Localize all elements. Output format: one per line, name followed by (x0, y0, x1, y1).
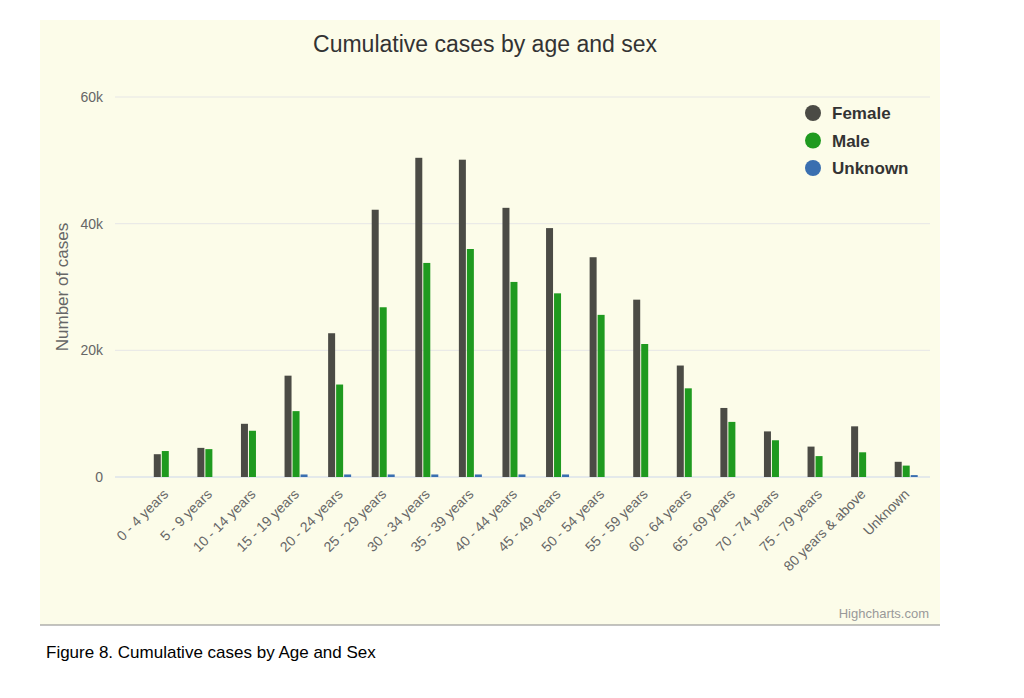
bar (851, 426, 858, 477)
bar (859, 452, 866, 477)
bar (344, 474, 351, 477)
bar (641, 344, 648, 477)
caption: Figure 8. Cumulative cases by Age and Se… (46, 643, 376, 662)
bar (213, 477, 220, 478)
bar (467, 249, 474, 477)
grid-line (115, 97, 930, 98)
bar (293, 411, 300, 477)
bar (649, 477, 656, 478)
bar (764, 431, 771, 477)
bar (546, 228, 553, 477)
y-tick-label: 20k (80, 342, 104, 358)
legend-label: Male (832, 132, 870, 151)
y-tick-label: 0 (95, 469, 103, 485)
bar (590, 257, 597, 477)
bar (772, 440, 779, 477)
chart-svg: Cumulative cases by age and sex 0 20k 40k 60… (0, 0, 1024, 698)
bar (154, 454, 161, 477)
bar (380, 307, 387, 477)
bar (808, 447, 815, 477)
bar (510, 282, 517, 477)
bar (475, 474, 482, 477)
bar (824, 477, 831, 478)
bar (693, 477, 700, 478)
bar (257, 477, 264, 478)
bar (162, 451, 169, 477)
bar (249, 431, 256, 477)
y-tick-label: 60k (80, 89, 104, 105)
bar (301, 474, 308, 477)
bar (736, 477, 743, 478)
bars (154, 158, 918, 477)
bar (241, 424, 248, 477)
legend-symbol (805, 105, 821, 121)
legend-label: Unknown (832, 159, 909, 178)
grid-line (115, 223, 930, 224)
bar (518, 474, 525, 477)
x-tick-label: 80 years & above (780, 486, 869, 575)
credits: Highcharts.com (839, 606, 929, 621)
bar (423, 263, 430, 477)
bar (205, 449, 212, 477)
bar (677, 366, 684, 477)
bar (431, 474, 438, 477)
y-tick-label: 40k (80, 216, 104, 232)
bar (328, 333, 335, 477)
bar (816, 456, 823, 477)
bar (598, 315, 605, 477)
bar (502, 208, 509, 477)
grid-line (115, 350, 930, 351)
bar (197, 448, 204, 477)
chart-root: Cumulative cases by age and sex 0 20k 40k 60… (0, 0, 1024, 698)
bar (633, 300, 640, 477)
bar (459, 160, 466, 477)
legend-label: Female (832, 104, 891, 123)
y-axis-label: Number of cases (53, 223, 72, 352)
caption-rule (40, 625, 940, 626)
bar (554, 293, 561, 477)
x-tick-label: Unknown (860, 486, 913, 539)
bar (685, 388, 692, 477)
bar (606, 477, 613, 478)
bar (911, 475, 918, 477)
bar (170, 477, 177, 478)
legend-symbol (805, 160, 821, 176)
bar (780, 477, 787, 478)
bar (867, 477, 874, 478)
bar (720, 408, 727, 477)
bar (562, 474, 569, 477)
bar (895, 462, 902, 477)
chart-title: Cumulative cases by age and sex (313, 31, 657, 57)
chart-background (40, 20, 940, 625)
bar (372, 210, 379, 477)
bar (285, 376, 292, 477)
bar (336, 385, 343, 477)
bar (415, 158, 422, 477)
legend-symbol (805, 133, 821, 149)
bar (728, 422, 735, 477)
bar (388, 474, 395, 477)
bar (903, 466, 910, 477)
